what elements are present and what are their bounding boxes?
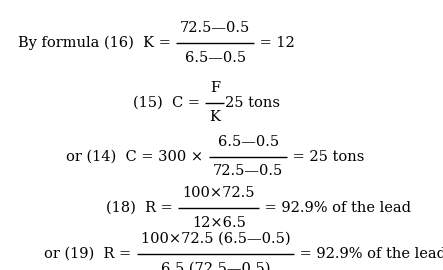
Text: 6.5—0.5: 6.5—0.5 — [185, 51, 246, 65]
Text: 72.5—0.5: 72.5—0.5 — [213, 164, 284, 178]
Text: = 12: = 12 — [255, 36, 295, 50]
Text: F: F — [210, 81, 220, 95]
Text: 12×6.5: 12×6.5 — [192, 216, 246, 230]
Text: = 92.9% of the lead: = 92.9% of the lead — [260, 201, 411, 215]
Text: or (19)  R =: or (19) R = — [44, 247, 136, 261]
Text: 25 tons: 25 tons — [225, 96, 280, 110]
Text: By formula (16)  K =: By formula (16) K = — [18, 36, 175, 50]
Text: 6.5—0.5: 6.5—0.5 — [218, 135, 279, 149]
Text: (15)  C =: (15) C = — [133, 96, 205, 110]
Text: 100×72.5 (6.5—0.5): 100×72.5 (6.5—0.5) — [141, 232, 291, 246]
Text: (18)  R =: (18) R = — [106, 201, 178, 215]
Text: K: K — [210, 110, 221, 124]
Text: = 92.9% of the lead.: = 92.9% of the lead. — [295, 247, 443, 261]
Text: = 25 tons: = 25 tons — [288, 150, 365, 164]
Text: 72.5—0.5: 72.5—0.5 — [180, 21, 250, 35]
Text: or (14)  C = 300 ×: or (14) C = 300 × — [66, 150, 208, 164]
Text: 6.5 (72.5—0.5): 6.5 (72.5—0.5) — [161, 262, 271, 270]
Text: 100×72.5: 100×72.5 — [183, 186, 255, 200]
